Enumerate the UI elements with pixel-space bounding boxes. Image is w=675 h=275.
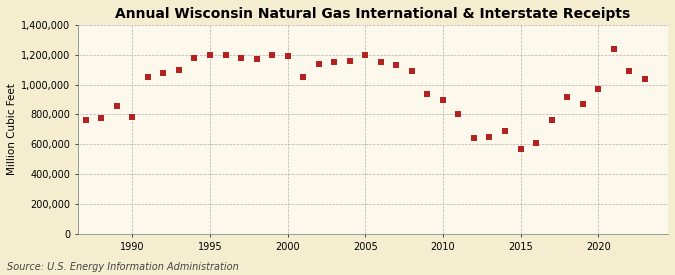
Point [282, 54, 293, 59]
Point [531, 141, 541, 145]
Point [422, 91, 433, 96]
Point [406, 69, 417, 73]
Point [375, 60, 386, 64]
Point [437, 97, 448, 102]
Point [639, 76, 650, 81]
Point [80, 118, 91, 123]
Point [391, 63, 402, 67]
Point [562, 94, 572, 99]
Point [267, 53, 277, 57]
Point [500, 129, 510, 133]
Point [329, 60, 340, 64]
Point [127, 115, 138, 120]
Point [298, 75, 308, 79]
Point [189, 56, 200, 60]
Point [593, 87, 603, 91]
Point [608, 46, 619, 51]
Point [96, 116, 107, 120]
Point [577, 102, 588, 106]
Point [158, 70, 169, 75]
Point [251, 57, 262, 61]
Point [468, 136, 479, 141]
Point [313, 62, 324, 66]
Point [546, 118, 557, 123]
Point [173, 67, 184, 72]
Title: Annual Wisconsin Natural Gas International & Interstate Receipts: Annual Wisconsin Natural Gas Internation… [115, 7, 630, 21]
Point [236, 56, 246, 61]
Point [111, 103, 122, 108]
Point [515, 147, 526, 151]
Point [624, 69, 634, 73]
Point [344, 59, 355, 63]
Point [484, 135, 495, 139]
Point [205, 53, 215, 57]
Point [220, 53, 231, 57]
Point [453, 112, 464, 117]
Text: Source: U.S. Energy Information Administration: Source: U.S. Energy Information Administ… [7, 262, 238, 272]
Point [142, 75, 153, 79]
Y-axis label: Million Cubic Feet: Million Cubic Feet [7, 84, 17, 175]
Point [360, 53, 371, 57]
